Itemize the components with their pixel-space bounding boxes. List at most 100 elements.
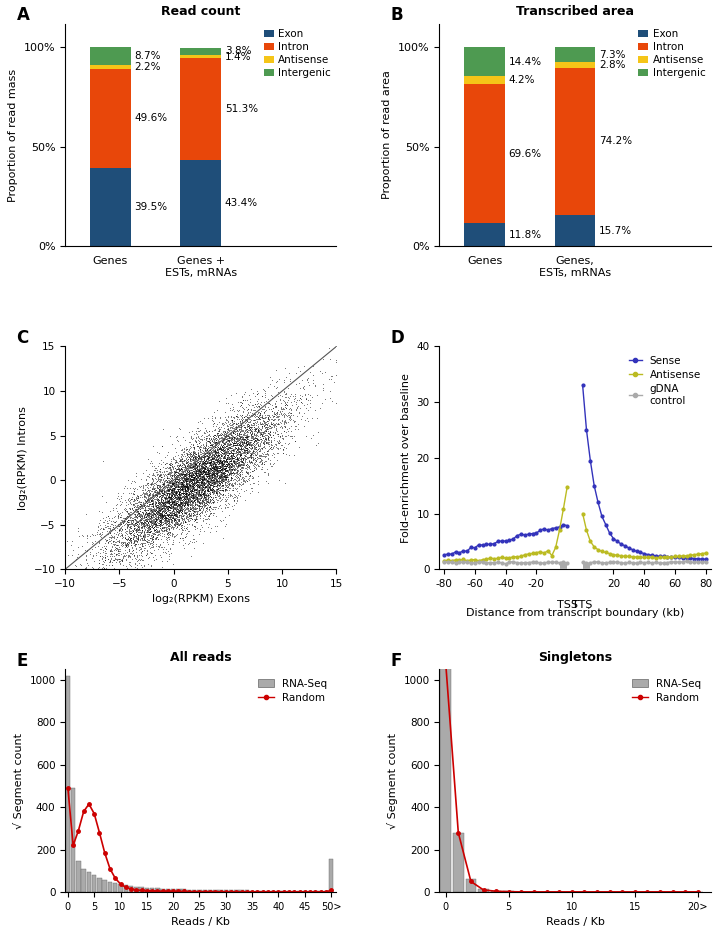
Point (183, 447, 195, 462)
Point (197, 460, 209, 475)
Point (120, 531, 132, 547)
Point (218, 469, 229, 484)
Point (189, 452, 201, 467)
Point (231, 445, 243, 460)
Point (230, 415, 241, 430)
Point (254, 414, 266, 430)
Point (123, 517, 134, 532)
Point (152, 484, 164, 499)
Point (110, 497, 122, 513)
Point (238, 471, 249, 486)
Point (141, 505, 152, 520)
Point (279, 400, 291, 415)
Point (144, 502, 155, 517)
Point (210, 444, 222, 459)
Point (117, 549, 129, 565)
Point (141, 534, 152, 549)
Point (204, 453, 215, 468)
Point (225, 432, 236, 447)
Point (164, 489, 175, 504)
Point (206, 468, 218, 483)
Point (157, 498, 169, 514)
Point (168, 475, 180, 490)
Point (170, 470, 181, 485)
Point (202, 482, 213, 497)
Point (146, 531, 158, 546)
Point (206, 469, 218, 484)
Point (176, 475, 188, 490)
Point (124, 548, 136, 563)
Point (163, 518, 175, 533)
Point (169, 478, 181, 493)
Point (211, 448, 223, 464)
Point (154, 513, 166, 528)
Point (148, 514, 160, 530)
Point (96, 525, 108, 540)
Point (231, 430, 243, 446)
Point (249, 417, 260, 432)
Point (208, 482, 220, 497)
Point (206, 464, 218, 480)
Point (232, 431, 244, 447)
Point (142, 529, 154, 544)
Point (75, 562, 87, 577)
Point (170, 484, 182, 499)
Point (210, 458, 221, 473)
Point (167, 469, 178, 484)
Point (242, 405, 254, 420)
Point (159, 507, 170, 522)
Point (143, 490, 154, 505)
Point (183, 486, 194, 501)
Point (180, 508, 191, 523)
Point (241, 420, 252, 435)
Point (211, 442, 223, 457)
Point (149, 523, 160, 538)
Point (144, 502, 156, 517)
Point (123, 542, 134, 557)
Point (168, 494, 180, 509)
Point (276, 404, 288, 419)
Point (109, 562, 120, 577)
Point (191, 511, 203, 526)
Point (220, 462, 231, 477)
Point (236, 462, 248, 477)
Point (173, 484, 184, 499)
Point (204, 461, 216, 476)
Point (188, 452, 199, 467)
Point (189, 484, 201, 499)
Point (173, 462, 185, 477)
Point (194, 438, 206, 453)
Point (203, 488, 215, 503)
Point (166, 470, 178, 485)
Point (104, 562, 115, 577)
Point (199, 497, 210, 512)
Point (128, 497, 140, 513)
Point (177, 477, 189, 492)
Point (136, 532, 148, 548)
Point (199, 464, 210, 480)
Point (187, 487, 199, 502)
Point (193, 482, 204, 497)
Point (224, 439, 236, 454)
Point (117, 548, 129, 564)
Point (165, 492, 176, 507)
Point (217, 447, 228, 462)
Point (169, 474, 181, 489)
Point (181, 451, 192, 466)
Point (150, 482, 162, 497)
Point (231, 409, 243, 424)
Point (193, 488, 204, 503)
Point (283, 404, 294, 419)
Point (272, 403, 283, 418)
Point (153, 511, 165, 526)
Point (176, 481, 188, 497)
Point (132, 522, 144, 537)
Point (172, 481, 183, 497)
Point (218, 472, 230, 487)
Point (177, 505, 189, 520)
Point (171, 504, 183, 519)
Point (120, 531, 131, 546)
Point (199, 455, 210, 470)
Point (242, 431, 254, 447)
Point (120, 500, 131, 515)
